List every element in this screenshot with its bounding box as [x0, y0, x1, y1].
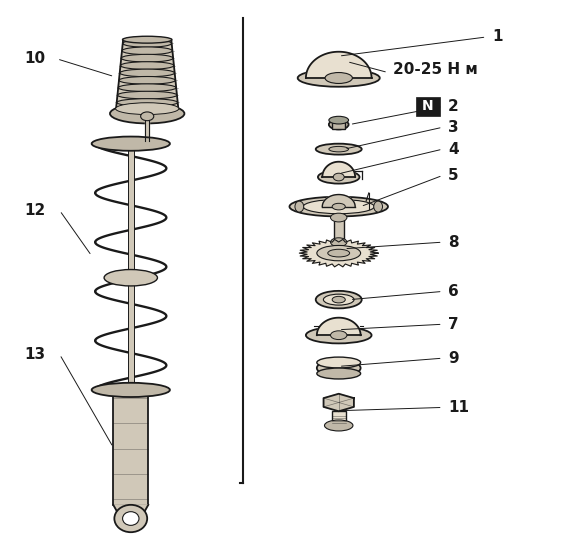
- Ellipse shape: [110, 104, 185, 123]
- Text: 9: 9: [448, 351, 459, 366]
- Ellipse shape: [91, 383, 170, 397]
- FancyBboxPatch shape: [416, 97, 440, 116]
- Text: 8: 8: [448, 235, 459, 250]
- Ellipse shape: [115, 103, 179, 114]
- Polygon shape: [299, 239, 378, 267]
- Text: 7: 7: [448, 317, 459, 332]
- Polygon shape: [145, 116, 149, 141]
- Ellipse shape: [324, 420, 353, 431]
- Ellipse shape: [316, 144, 362, 155]
- Ellipse shape: [120, 69, 175, 77]
- Bar: [334, 210, 344, 250]
- Ellipse shape: [114, 505, 147, 532]
- Ellipse shape: [116, 106, 178, 114]
- Ellipse shape: [303, 200, 374, 214]
- Ellipse shape: [122, 47, 173, 54]
- Polygon shape: [324, 394, 354, 411]
- Bar: [128, 144, 133, 390]
- Ellipse shape: [118, 84, 176, 91]
- Text: 4: 4: [448, 142, 459, 157]
- Ellipse shape: [290, 197, 388, 217]
- Bar: [113, 390, 148, 505]
- Ellipse shape: [318, 170, 360, 184]
- Ellipse shape: [298, 69, 380, 87]
- Text: 20-25 Н м: 20-25 Н м: [394, 62, 478, 78]
- Text: N: N: [422, 100, 434, 113]
- Ellipse shape: [331, 331, 347, 339]
- Polygon shape: [115, 40, 179, 113]
- Bar: [328, 362, 350, 373]
- Text: 10: 10: [24, 51, 45, 67]
- Ellipse shape: [316, 291, 362, 309]
- Ellipse shape: [329, 119, 349, 129]
- Ellipse shape: [332, 204, 345, 210]
- Ellipse shape: [120, 62, 174, 69]
- Ellipse shape: [306, 327, 371, 343]
- Ellipse shape: [317, 360, 361, 376]
- Ellipse shape: [295, 201, 304, 212]
- Text: 12: 12: [24, 203, 45, 218]
- Ellipse shape: [328, 249, 350, 257]
- Ellipse shape: [329, 116, 349, 124]
- Ellipse shape: [317, 357, 361, 368]
- Ellipse shape: [317, 368, 361, 379]
- Ellipse shape: [374, 201, 382, 212]
- Ellipse shape: [118, 91, 177, 99]
- Polygon shape: [113, 505, 148, 519]
- Ellipse shape: [123, 40, 172, 47]
- Ellipse shape: [317, 245, 361, 261]
- Ellipse shape: [104, 270, 157, 286]
- Ellipse shape: [116, 98, 178, 106]
- Text: 6: 6: [448, 284, 459, 299]
- Ellipse shape: [91, 136, 170, 151]
- Ellipse shape: [123, 36, 172, 43]
- Polygon shape: [322, 162, 355, 177]
- Ellipse shape: [141, 112, 154, 120]
- Bar: [332, 411, 346, 427]
- Ellipse shape: [331, 213, 347, 222]
- Text: 13: 13: [24, 347, 45, 362]
- Ellipse shape: [119, 76, 176, 84]
- Ellipse shape: [329, 146, 349, 152]
- Text: 1: 1: [492, 30, 503, 45]
- Ellipse shape: [333, 173, 344, 181]
- Ellipse shape: [323, 294, 354, 305]
- Text: 2: 2: [448, 99, 459, 114]
- Ellipse shape: [331, 238, 347, 246]
- Polygon shape: [322, 195, 355, 207]
- Ellipse shape: [121, 54, 173, 62]
- Polygon shape: [306, 52, 371, 78]
- Text: 3: 3: [448, 120, 459, 135]
- Ellipse shape: [332, 296, 345, 303]
- Polygon shape: [317, 318, 361, 335]
- Ellipse shape: [325, 73, 352, 84]
- Bar: [332, 120, 345, 129]
- Text: 11: 11: [448, 400, 469, 415]
- Ellipse shape: [123, 512, 139, 525]
- Text: 5: 5: [448, 168, 459, 183]
